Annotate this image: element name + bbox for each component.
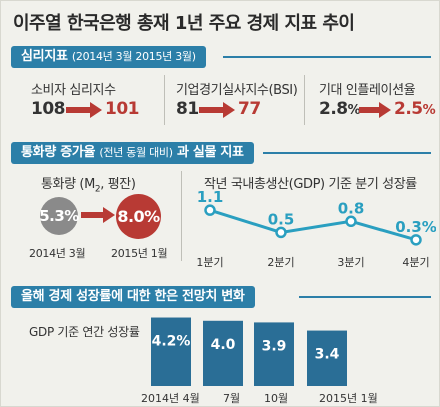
bsi-to: 77	[238, 99, 261, 119]
forecast-value-label-1: 4.2%	[152, 334, 191, 350]
forecast-value-label-4: 3.4	[315, 347, 340, 363]
bsi-arrow-icon	[199, 102, 235, 118]
money-header-rule	[263, 152, 431, 154]
forecast-header-text: 올해 경제 성장률에 대한 한은 전망치 변화	[21, 289, 245, 304]
gdp-category-label-2: 2분기	[267, 256, 294, 269]
inflation-from-unit: %	[347, 103, 361, 118]
consumer-sentiment-arrow-icon	[66, 102, 102, 118]
forecast-value-label-2: 4.0	[211, 337, 236, 353]
forecast-bar-1	[151, 317, 191, 386]
gdp-value-label-1: 1.1	[197, 189, 224, 206]
gdp-category-label-1: 1분기	[196, 256, 223, 269]
sentiment-divider-1	[164, 75, 165, 125]
forecast-category-label-4: 2015년 1월	[319, 392, 378, 405]
forecast-chart-label: GDP 기준 연간 성장률	[29, 325, 140, 339]
gdp-point-3	[345, 215, 357, 228]
money-header-sub: (전년 동월 대비)	[99, 146, 173, 159]
money-label-tail: , 평잔)	[100, 177, 136, 192]
inflation-from-value: 2.8	[319, 99, 348, 119]
forecast-category-label-1: 2014년 4월	[141, 392, 200, 405]
sentiment-section-header: 심리지표 (2014년 3월 2015년 3월)	[11, 46, 206, 68]
gdp-value-label-2: 0.5	[268, 210, 295, 228]
inflation-arrow-icon	[359, 102, 391, 118]
inflation-expectation-to: 2.5%	[394, 99, 436, 119]
gdp-growth-line-chart: 1.1 1분기 0.5 2분기 0.8 3분기 0.3% 4분기	[196, 189, 436, 269]
forecast-section-header: 올해 경제 성장률에 대한 한은 전망치 변화	[11, 286, 255, 308]
inflation-to-value: 2.5	[394, 99, 423, 119]
money-supply-from-date: 2014년 3월	[29, 247, 86, 260]
forecast-value-label-3: 3.9	[262, 338, 287, 354]
gdp-value-label-3: 0.8	[338, 199, 365, 217]
bsi-label: 기업경기실사지수(BSI)	[176, 83, 298, 98]
sentiment-header-rule	[223, 56, 431, 58]
sentiment-divider-2	[304, 75, 305, 125]
inflation-expectation-label: 기대 인플레이션율	[319, 83, 416, 98]
forecast-bar-chart: 4.2% 4.0 3.9 3.4 2014년 4월 7월 10월 2015년 1월	[141, 317, 378, 405]
forecast-bar-4	[307, 330, 347, 386]
money-header-text: 통화량 증가율	[21, 145, 96, 160]
gdp-series-line	[209, 208, 417, 242]
gdp-value-label-4: 0.3%	[395, 218, 436, 236]
forecast-category-label-2: 7월	[223, 392, 240, 405]
gdp-category-label-4: 4분기	[402, 256, 429, 269]
money-gdp-divider	[181, 171, 182, 261]
inflation-to-unit: %	[422, 103, 436, 118]
gdp-point-2	[275, 226, 287, 239]
money-supply-from-circle: 5.3%	[39, 197, 79, 235]
consumer-sentiment-from: 108	[31, 99, 66, 119]
money-label-text: 통화량 (M	[41, 177, 95, 192]
forecast-header-rule	[299, 296, 431, 298]
bsi-from: 81	[176, 99, 199, 119]
sentiment-header-period: (2014년 3월 2015년 3월)	[71, 50, 196, 63]
money-supply-to-circle: 8.0%	[116, 194, 161, 239]
consumer-sentiment-label: 소비자 심리지수	[31, 83, 116, 98]
gdp-point-4	[410, 234, 422, 246]
page-title: 이주열 한국은행 총재 1년 주요 경제 지표 추이	[13, 13, 355, 34]
forecast-category-label-3: 10월	[264, 392, 288, 405]
money-supply-arrow-icon	[81, 207, 115, 223]
forecast-bar-3	[254, 322, 294, 386]
money-supply-to-date: 2015년 1월	[111, 247, 168, 260]
money-section-header: 통화량 증가율 (전년 동월 대비) 과 실물 지표	[11, 142, 254, 164]
money-header-tail: 과 실물 지표	[176, 145, 244, 160]
forecast-bar-2	[203, 320, 243, 386]
money-label-subscript: 2	[94, 184, 101, 195]
sentiment-header-text: 심리지표	[21, 49, 68, 64]
gdp-category-label-3: 3분기	[337, 256, 364, 269]
gdp-point-1	[204, 204, 216, 216]
consumer-sentiment-to: 101	[105, 99, 140, 119]
money-supply-label: 통화량 (M2, 평잔)	[41, 173, 136, 195]
gdp-chart-title: 작년 국내총생산(GDP) 기준 분기 성장률	[204, 177, 417, 192]
inflation-expectation-from: 2.8%	[319, 99, 361, 119]
